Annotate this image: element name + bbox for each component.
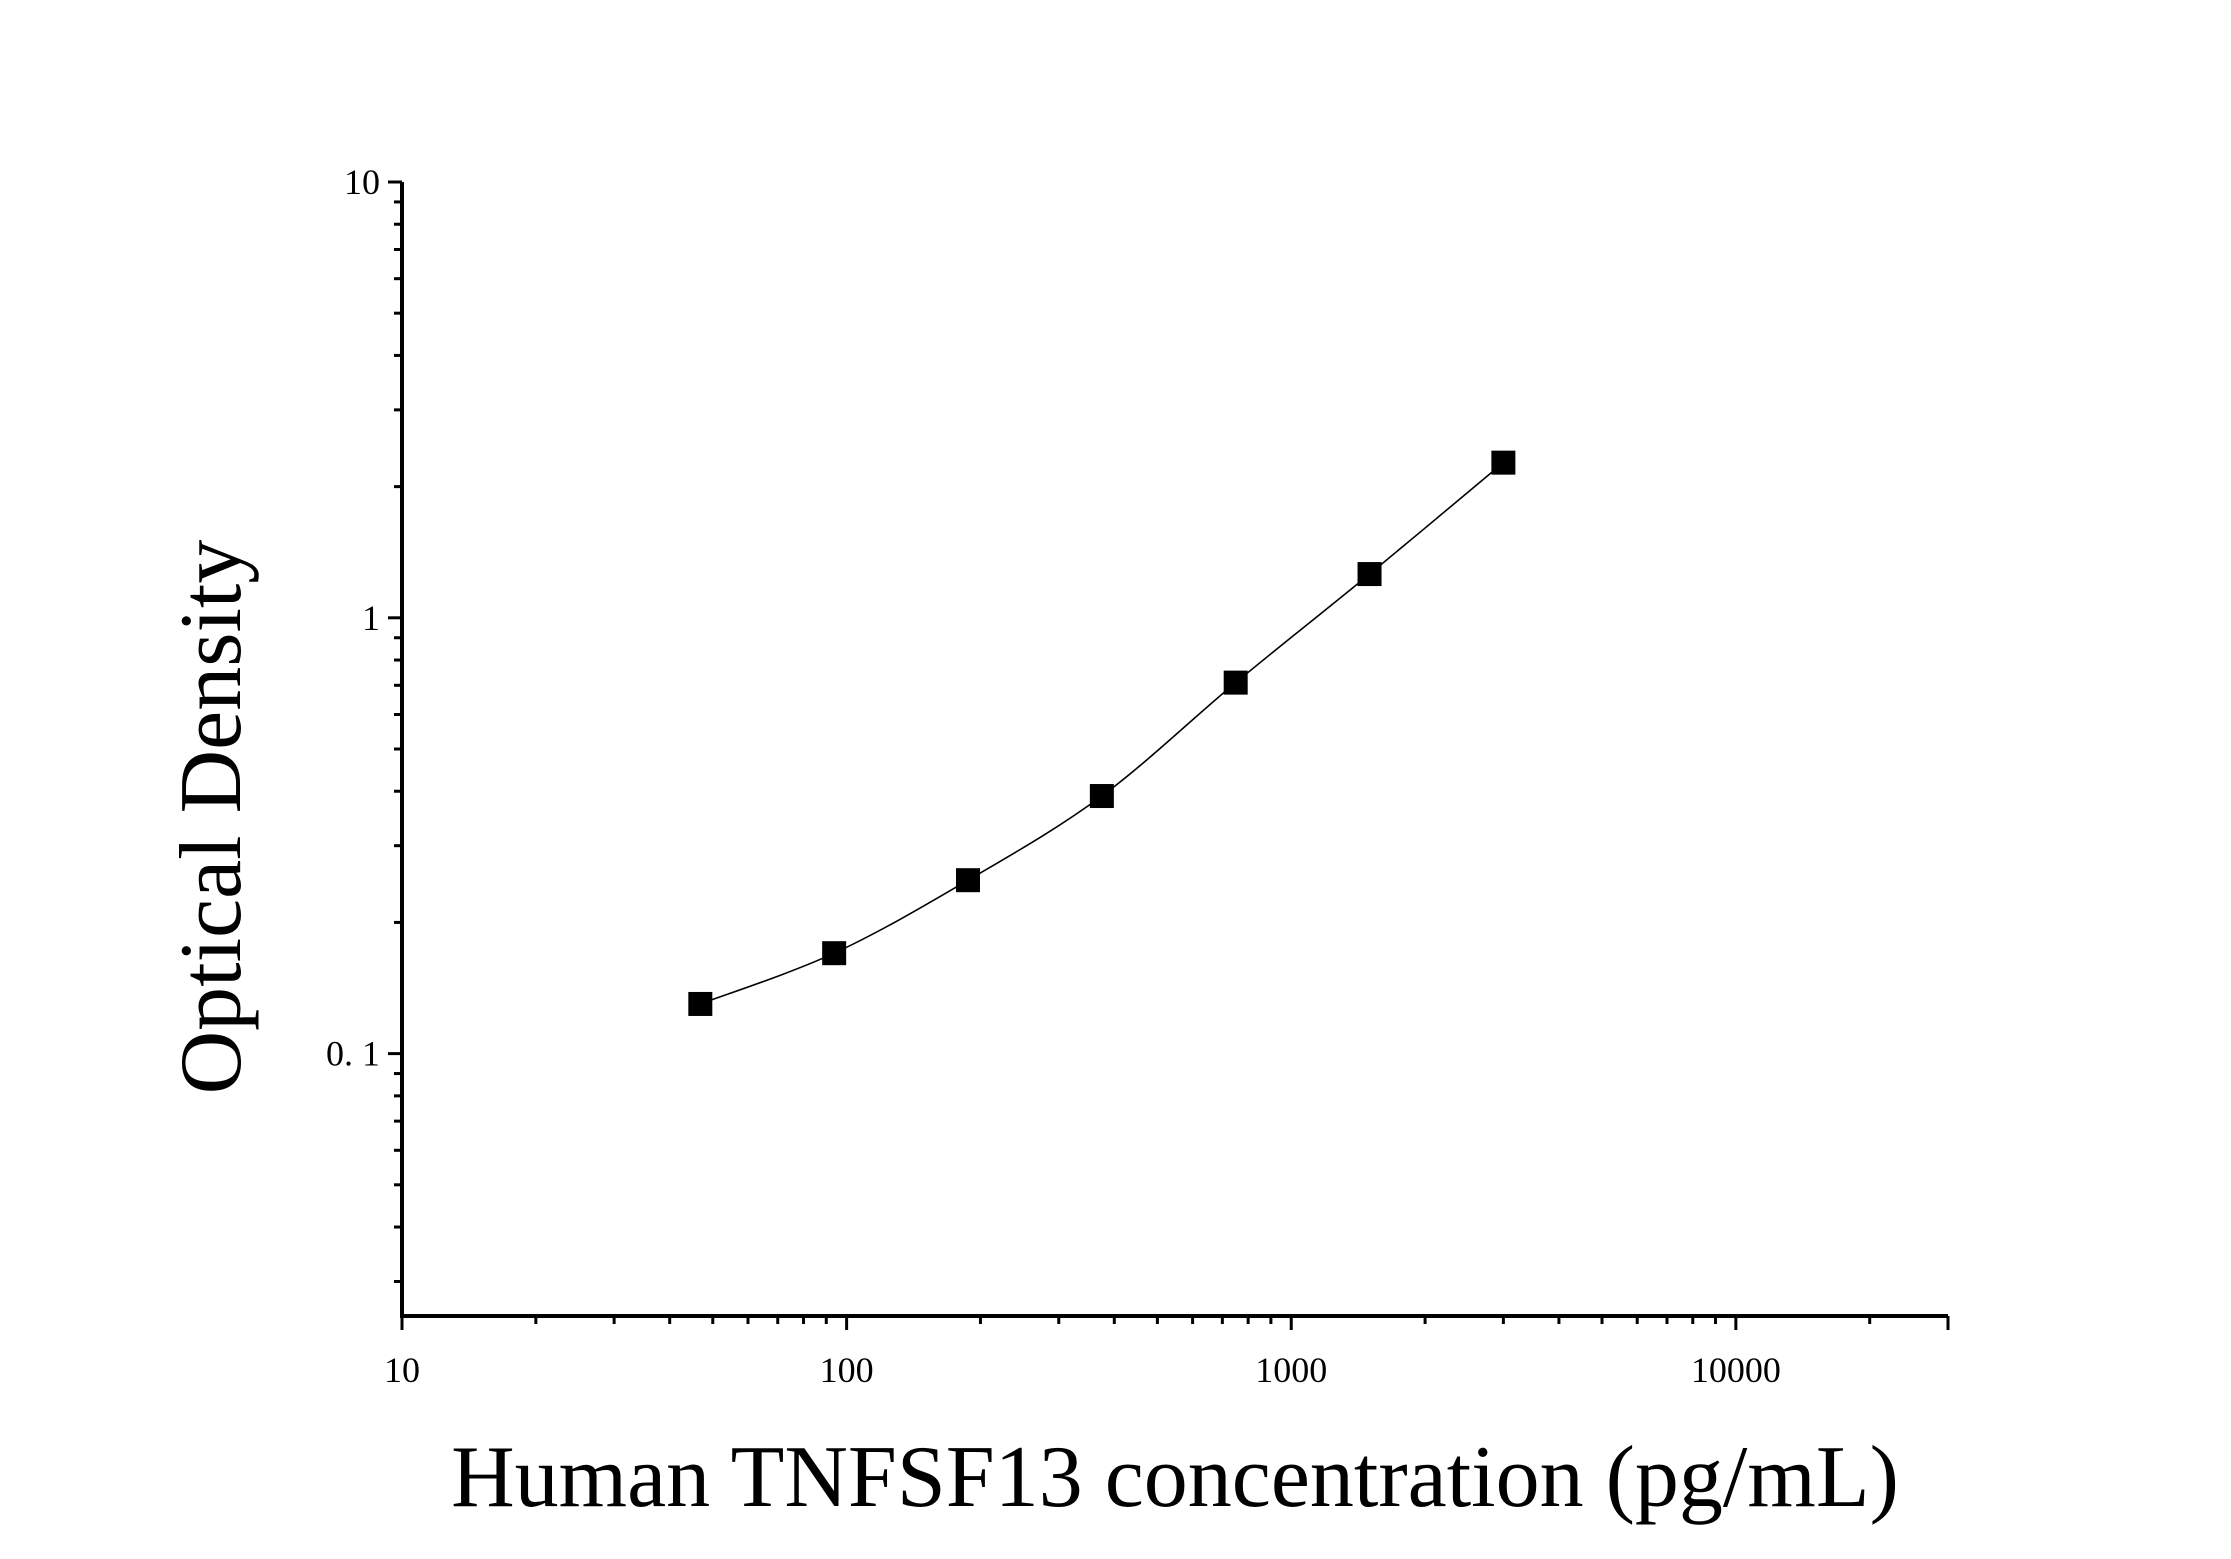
fit-curve [700, 462, 1504, 1005]
major-ticks [388, 180, 1950, 1330]
y-axis-title: Optical Density [163, 540, 260, 1095]
y-tick-label: 10 [344, 162, 380, 202]
y-tick-label: 1 [362, 598, 380, 638]
data-point [956, 868, 981, 893]
y-tick-label: 0. 1 [326, 1034, 380, 1074]
x-tick-label: 10 [384, 1350, 420, 1390]
x-tick-label: 10000 [1691, 1350, 1781, 1390]
data-point [822, 941, 847, 966]
x-axis-title: Human TNFSF13 concentration (pg/mL) [451, 1429, 1899, 1526]
data-point [1357, 562, 1382, 587]
x-tick-label: 100 [820, 1350, 874, 1390]
data-markers [688, 450, 1516, 1016]
data-point [688, 991, 713, 1016]
data-point [1491, 450, 1516, 475]
data-point [1089, 784, 1114, 809]
data-point [1223, 670, 1248, 695]
x-tick-labels: 10 100 1000 10000 [384, 1350, 1781, 1390]
minor-ticks [394, 200, 1950, 1324]
x-tick-label: 1000 [1255, 1350, 1327, 1390]
y-tick-labels: 0. 1 1 10 [326, 162, 380, 1074]
